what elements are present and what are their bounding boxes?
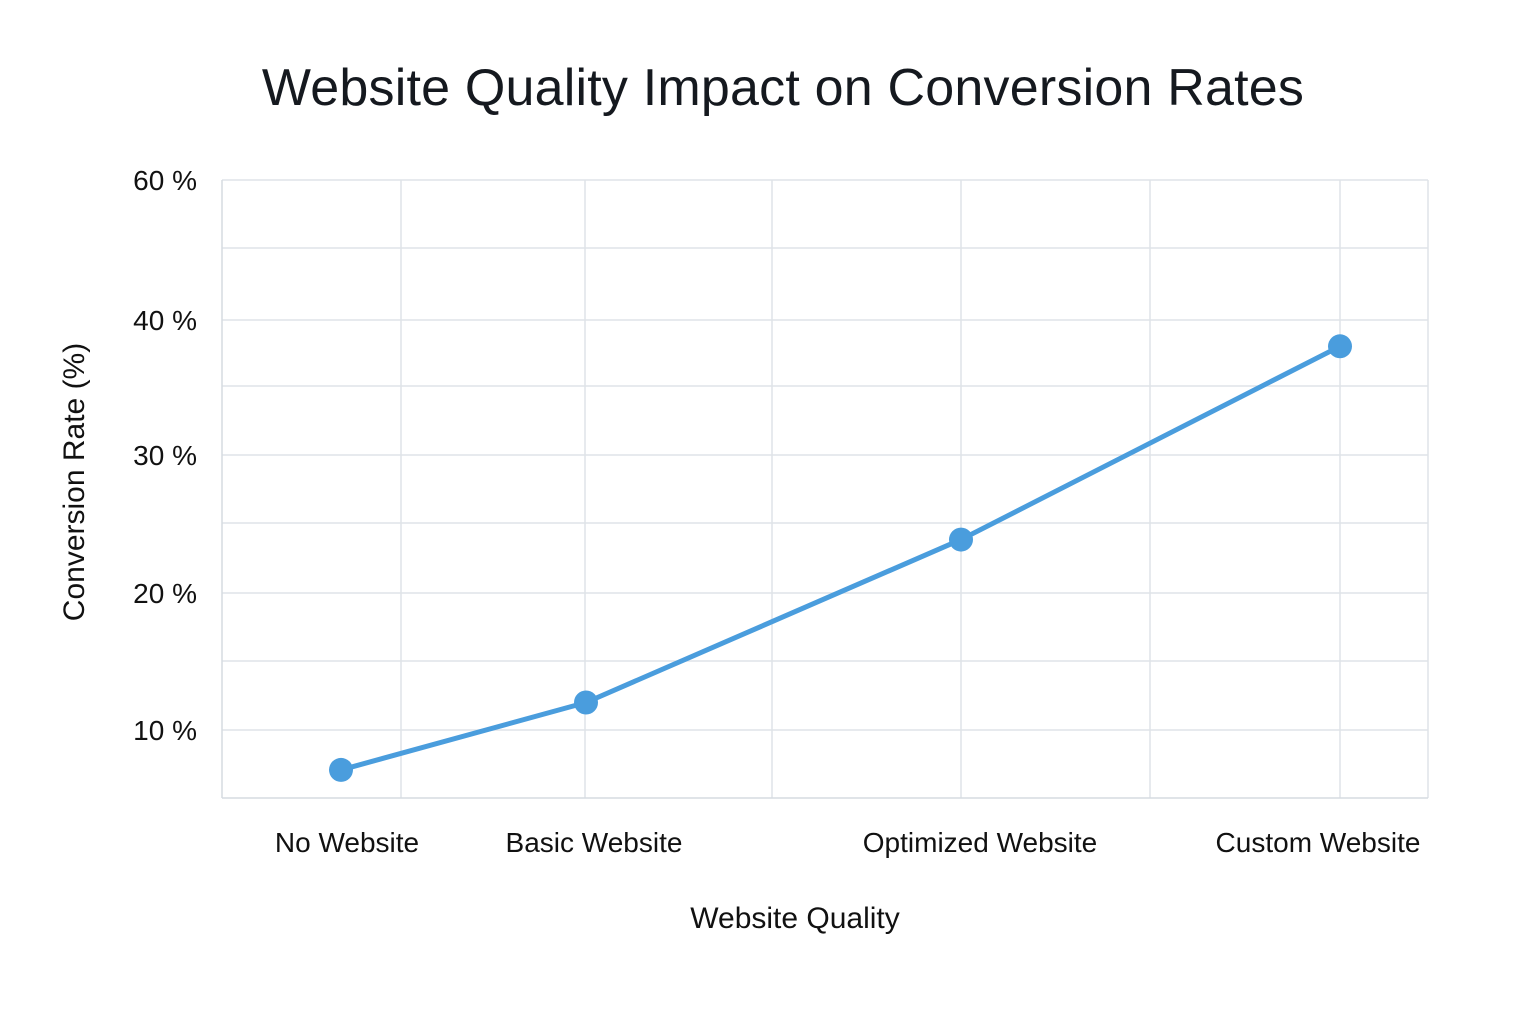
axes	[221, 180, 1428, 799]
y-tick-label: 10 %	[133, 715, 197, 746]
y-tick-label: 60 %	[133, 165, 197, 196]
y-tick-label: 40 %	[133, 305, 197, 336]
data-point	[574, 690, 598, 715]
data-series	[329, 334, 1352, 782]
y-axis-title: Conversion Rate (%)	[58, 343, 91, 621]
gridlines	[222, 179, 1429, 798]
data-point	[949, 527, 973, 552]
data-point	[329, 757, 353, 782]
y-tick-labels: 10 % 20 % 30 % 40 % 60 %	[133, 165, 197, 746]
x-tick-labels: No Website Basic Website Optimized Website…	[275, 827, 1421, 858]
x-tick-label: Basic Website	[506, 827, 683, 858]
x-tick-label: Custom Website	[1216, 827, 1421, 858]
x-tick-label: Optimized Website	[863, 827, 1097, 858]
series-line	[338, 343, 1343, 773]
y-tick-label: 30 %	[133, 440, 197, 471]
x-axis-title: Website Quality	[690, 902, 900, 935]
chart-title: Website Quality Impact on Conversion Rat…	[261, 59, 1305, 117]
data-point	[1328, 334, 1352, 359]
y-tick-label: 20 %	[133, 578, 197, 609]
x-tick-label: No Website	[275, 827, 419, 858]
